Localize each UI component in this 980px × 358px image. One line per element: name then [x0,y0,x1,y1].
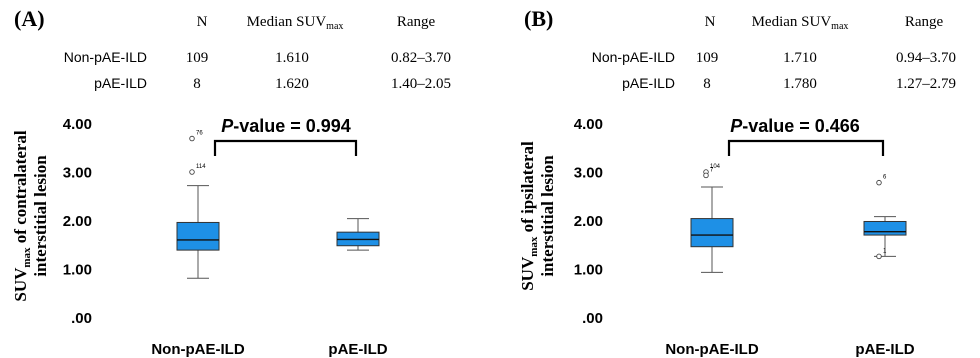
iqr-box [176,221,220,251]
table-b-row1-n: 109 [696,50,719,66]
chart-a-ylabel-sub: max [21,247,33,268]
table-a-header-median-base: Median SUV [247,14,327,30]
table-b-header-range: Range [905,14,944,30]
panel-a-label: (A) [14,6,45,31]
chart-a-ylabel-line1: SUVmax of contralateral [11,130,33,302]
panel-b-label: (B) [524,6,553,31]
summary-table-b: N Median SUVmax Range Non-pAE-ILD 109 1.… [592,14,956,92]
table-b-header-median: Median SUVmax [752,14,849,32]
outlier-point [189,169,195,175]
outlier-label: 104 [710,164,721,170]
chart-a-ylabel-rest: of contralateral [11,130,30,247]
table-b-row2-median: 1.780 [783,76,817,92]
table-a-header-range: Range [397,14,436,30]
chart-a-ytick-label: .00 [71,310,92,327]
table-a-row1-n: 109 [186,50,209,66]
chart-b-box-2: 61 [863,175,907,260]
outlier-label: 114 [196,164,206,170]
chart-a-p-value-letter: P [221,116,234,136]
outlier-point [189,135,195,142]
chart-b-category-label: pAE-ILD [855,341,914,358]
table-b-row1-group: Non-pAE-ILD [592,49,675,65]
chart-b-p-value-text: -value = 0.466 [742,116,860,136]
table-a-row1-group: Non-pAE-ILD [64,49,147,65]
table-b-row1-range: 0.94–3.70 [896,50,956,66]
chart-a-plot: .00 1.00 2.00 3.00 4.00 76 114 Non-pAE-ILD pAE-I… [63,116,388,358]
table-a-row2-median: 1.620 [275,76,309,92]
chart-a-category-label: Non-pAE-ILD [151,341,244,358]
table-a-row2-group: pAE-ILD [94,75,147,91]
table-b-row2-n: 8 [703,76,711,92]
iqr-box [690,218,734,248]
outlier-point [876,179,882,186]
panel-b: (B) N Median SUVmax Range Non-pAE-ILD 10… [518,6,956,358]
table-a-header-n: N [197,14,208,30]
chart-a-box-1: 76 114 [176,131,220,279]
panel-a: (A) N Median SUVmax Range Non-pAE-ILD 10… [11,6,451,358]
table-b-header-n: N [705,14,716,30]
table-b-row2-range: 1.27–2.79 [896,76,956,92]
outlier-label: 6 [883,175,887,181]
chart-a-category-label: pAE-ILD [328,341,387,358]
chart-a-ytick-label: 3.00 [63,165,92,182]
table-b-header-median-sub: max [831,21,848,32]
table-a-header-median-sub: max [326,21,343,32]
chart-a-significance-bracket [213,139,358,156]
chart-b-ytick-label: 3.00 [574,165,603,182]
summary-table-a: N Median SUVmax Range Non-pAE-ILD 109 1.… [64,14,451,92]
chart-b-ytick-label: 1.00 [574,262,603,279]
iqr-box [863,220,907,236]
outlier-label: 76 [196,131,203,137]
chart-b-ylabel-sub: max [528,236,540,257]
table-a-row1-range: 0.82–3.70 [391,50,451,66]
chart-b-ytick-label: .00 [582,310,603,327]
chart-b-plot: .001.002.003.004.001047Non-pAE-ILD61pAE-… [574,116,915,358]
chart-b-ytick-label: 2.00 [574,213,603,230]
table-b-row2-group: pAE-ILD [622,75,675,91]
chart-b-category-label: Non-pAE-ILD [665,341,758,358]
chart-b-ytick-label: 4.00 [574,116,603,133]
outlier-label: 7 [710,167,714,173]
chart-b-ylabel-rest: of ipsilateral [518,141,537,237]
outlier-point [876,253,882,260]
chart-a-ylabel-line2: interstitial lesion [31,155,50,277]
table-b-header-median-base: Median SUV [752,14,832,30]
chart-b-p-value: P-value = 0.466 [730,116,860,136]
chart-a-ytick-label: 2.00 [63,213,92,230]
chart-a-ylabel-base: SUV [11,267,30,302]
table-a-row2-range: 1.40–2.05 [391,76,451,92]
chart-b-ylabel-base: SUV [518,256,537,291]
chart-b-ylabel-line1: SUVmax of ipsilateral [518,141,540,291]
outlier-label: 1 [883,248,887,254]
table-b-row1-median: 1.710 [783,50,817,66]
chart-a-p-value-text: -value = 0.994 [233,116,351,136]
chart-b-p-value-letter: P [730,116,743,136]
table-a-row2-n: 8 [193,76,201,92]
chart-a-ytick-label: 1.00 [63,262,92,279]
chart-a-ytick-label: 4.00 [63,116,92,133]
outlier-point [703,172,709,179]
chart-a-box-2 [336,218,380,251]
table-a-row1-median: 1.610 [275,50,309,66]
chart-b-ylabel-line2: interstitial lesion [538,155,557,277]
chart-a-p-value: P-value = 0.994 [221,116,351,136]
table-a-header-median: Median SUVmax [247,14,344,32]
chart-b-significance-bracket [727,139,885,156]
